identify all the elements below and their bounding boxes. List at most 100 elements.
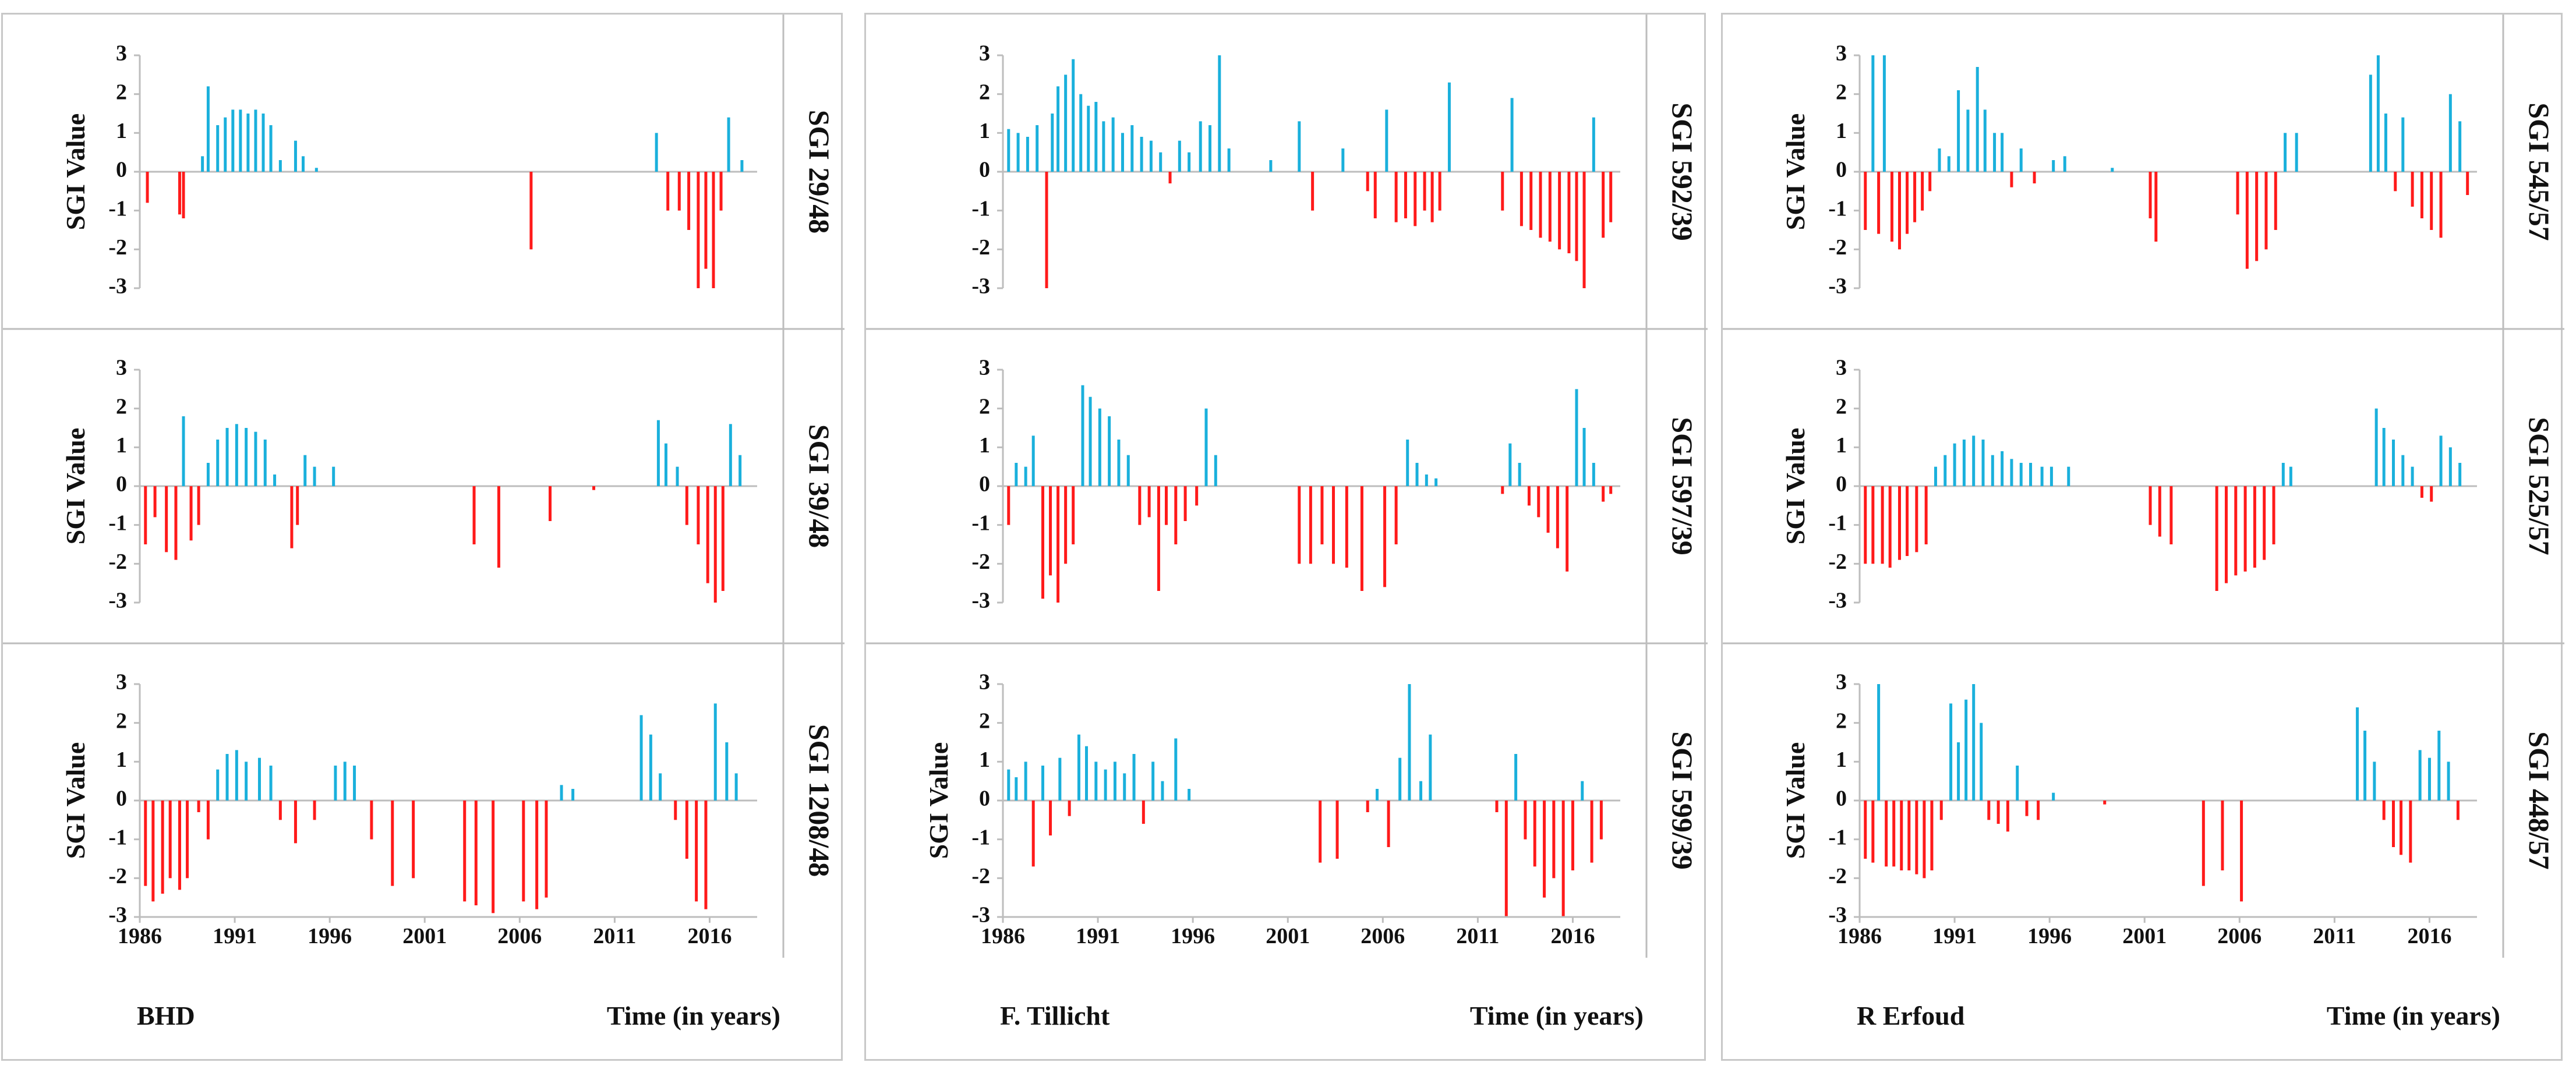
bar: [1168, 172, 1172, 183]
bar: [225, 428, 229, 486]
bar: [1864, 801, 1867, 859]
bar: [1558, 172, 1561, 250]
bar: [719, 172, 723, 211]
bar: [727, 117, 730, 172]
x-tick-label: 2011: [2313, 924, 2356, 948]
bar: [697, 486, 700, 544]
panel-sgi-599-39: 3 2 1 0 -1 -2 -3 SGI Value SGI 599/39 1986 1991 199…: [866, 642, 1708, 1030]
bar: [1056, 86, 1060, 172]
y-tick-label: 0: [979, 158, 990, 182]
bar: [545, 801, 548, 898]
bar: [2466, 172, 2469, 195]
bar: [2154, 172, 2158, 242]
bar: [1151, 762, 1155, 801]
bar: [2448, 447, 2452, 486]
x-tick-label: 1986: [981, 924, 1025, 948]
bar: [2401, 117, 2405, 172]
y-tick-label: -3: [971, 903, 990, 927]
bar: [1548, 172, 1552, 242]
bar: [1907, 801, 1911, 870]
column-r-erfoud: 3 2 1 0 -1 -2 -3 SGI Value SGI 545/57 3 2 1 0 -1 -2 -3 S…: [1721, 13, 2564, 1061]
y-tick-label: -3: [1828, 589, 1847, 613]
bar: [278, 801, 282, 820]
bar: [1015, 777, 1018, 801]
y-tick-label: 3: [1836, 41, 1847, 66]
panel-label: SGI 448/57: [2523, 731, 2556, 870]
bar: [1026, 137, 1029, 172]
bar: [1031, 801, 1035, 867]
bar: [1140, 137, 1143, 172]
bar: [2384, 114, 2387, 172]
bar: [1602, 486, 1605, 502]
bar: [2149, 486, 2152, 525]
bar: [2016, 766, 2019, 801]
y-axis-label: SGI Value: [1780, 114, 1810, 231]
bar: [1366, 172, 1369, 192]
bar: [161, 801, 164, 894]
bar: [216, 440, 220, 486]
bar: [296, 486, 299, 525]
bar: [1121, 133, 1124, 172]
bar: [1524, 801, 1527, 840]
bar: [224, 117, 227, 172]
y-tick-label: 2: [1836, 80, 1847, 104]
bar: [231, 109, 235, 172]
bar: [729, 424, 732, 486]
bar: [1087, 105, 1090, 172]
panel-sgi-592-39: 3 2 1 0 -1 -2 -3 SGI 592/39: [971, 15, 1699, 329]
bar: [2382, 428, 2386, 486]
bar: [2033, 172, 2036, 183]
bar: [1495, 801, 1499, 812]
bar: [1072, 486, 1075, 544]
bar: [1871, 801, 1875, 863]
bar: [664, 443, 667, 486]
bar: [301, 156, 305, 172]
bar: [1394, 486, 1398, 544]
y-tick-label: -3: [971, 589, 990, 613]
bar: [1204, 408, 1208, 486]
bar: [1546, 486, 1550, 533]
bar: [1387, 801, 1390, 847]
y-tick-label: 0: [979, 472, 990, 497]
x-tick-label: 1991: [213, 924, 257, 948]
bar: [1007, 769, 1010, 801]
bar: [2224, 486, 2228, 583]
bar: [1157, 486, 1160, 591]
bar: [245, 762, 248, 801]
bar: [1592, 463, 1595, 486]
panel-label: SGI 1208/48: [803, 724, 836, 877]
bar: [2040, 466, 2044, 486]
bar: [1900, 801, 1903, 870]
bar: [1571, 801, 1574, 870]
bar: [1539, 172, 1542, 238]
panel-sgi-448-57: 3 2 1 0 -1 -2 -3 SGI Value SGI 448/57 1986 1991 199…: [1723, 642, 2564, 1030]
bar: [1543, 801, 1546, 898]
bar: [1520, 172, 1523, 226]
y-tick-label: 3: [116, 41, 127, 66]
y-axis-label: SGI Value: [61, 742, 90, 859]
bar: [1130, 125, 1134, 172]
bar: [2458, 463, 2462, 486]
bar: [1938, 148, 1941, 172]
bar: [1214, 455, 1217, 486]
y-tick-label: 0: [1836, 787, 1847, 811]
bar: [2394, 172, 2397, 192]
bar: [474, 801, 478, 905]
bar: [685, 486, 688, 525]
bar: [1976, 67, 1979, 172]
bar: [674, 801, 677, 820]
bar: [197, 486, 200, 525]
bar: [2289, 466, 2292, 486]
y-tick-label: 3: [979, 356, 990, 380]
bar: [1195, 486, 1199, 506]
bar: [2391, 440, 2395, 486]
y-tick-label: 2: [1836, 709, 1847, 733]
bar: [1599, 801, 1603, 840]
bar: [1957, 742, 1960, 801]
bar: [2400, 801, 2403, 855]
bar: [254, 109, 257, 172]
bar: [685, 801, 688, 859]
bar: [1041, 486, 1044, 599]
bar: [1383, 486, 1387, 587]
bar: [2447, 762, 2450, 801]
